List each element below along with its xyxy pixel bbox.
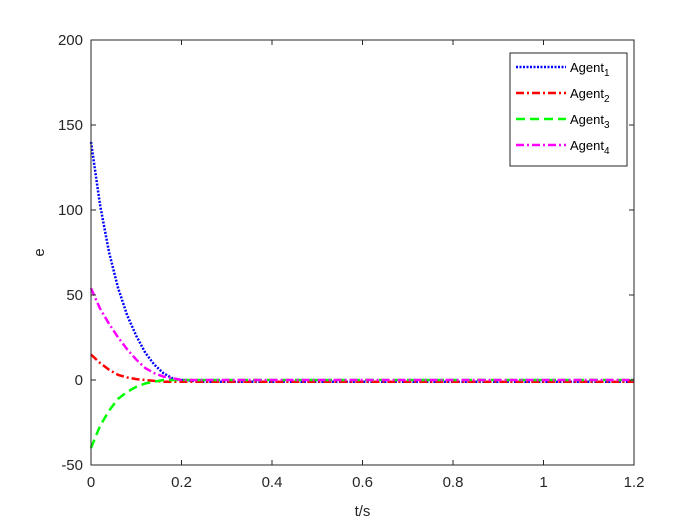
x-axis-title: t/s [355, 503, 371, 520]
x-tick-label: 0.4 [262, 474, 283, 491]
x-tick-label: 0 [87, 474, 95, 491]
x-tick-label: 0.6 [352, 474, 373, 491]
series-line-agent-3 [89, 378, 634, 449]
y-axis: -50 0 50 100 150 200 [58, 32, 634, 474]
x-tick-label: 1 [539, 474, 547, 491]
x-tick-label: 0.8 [443, 474, 464, 491]
legend-label-subscript: 4 [604, 146, 610, 157]
y-tick-label: 100 [58, 202, 83, 219]
x-axis: 0 0.2 0.4 0.6 0.8 1 1.2 [87, 40, 645, 491]
y-tick-label: -50 [61, 457, 83, 474]
x-tick-label: 1.2 [624, 474, 645, 491]
x-tick-label: 0.2 [171, 474, 192, 491]
legend-label-agent-2: Agent2 [570, 86, 610, 105]
series-line-agent-4 [89, 287, 634, 382]
series-layer [89, 141, 634, 449]
legend-box [509, 52, 628, 167]
legend-label-text: Agent [570, 112, 604, 127]
legend-label-agent-4: Agent4 [570, 138, 610, 157]
legend-label-agent-1: Agent1 [570, 60, 610, 79]
y-tick-label: 50 [66, 287, 83, 304]
y-axis-title: e [31, 248, 48, 256]
legend-label-text: Agent [570, 60, 604, 75]
legend-label-text: Agent [570, 138, 604, 153]
legend-label-text: Agent [570, 86, 604, 101]
legend-label-agent-3: Agent3 [570, 112, 610, 131]
y-tick-label: 200 [58, 32, 83, 49]
legend-label-subscript: 3 [604, 120, 610, 131]
legend-label-subscript: 2 [604, 94, 610, 105]
y-tick-label: 0 [75, 372, 83, 389]
y-tick-label: 150 [58, 117, 83, 134]
legend-label-subscript: 1 [604, 68, 610, 79]
